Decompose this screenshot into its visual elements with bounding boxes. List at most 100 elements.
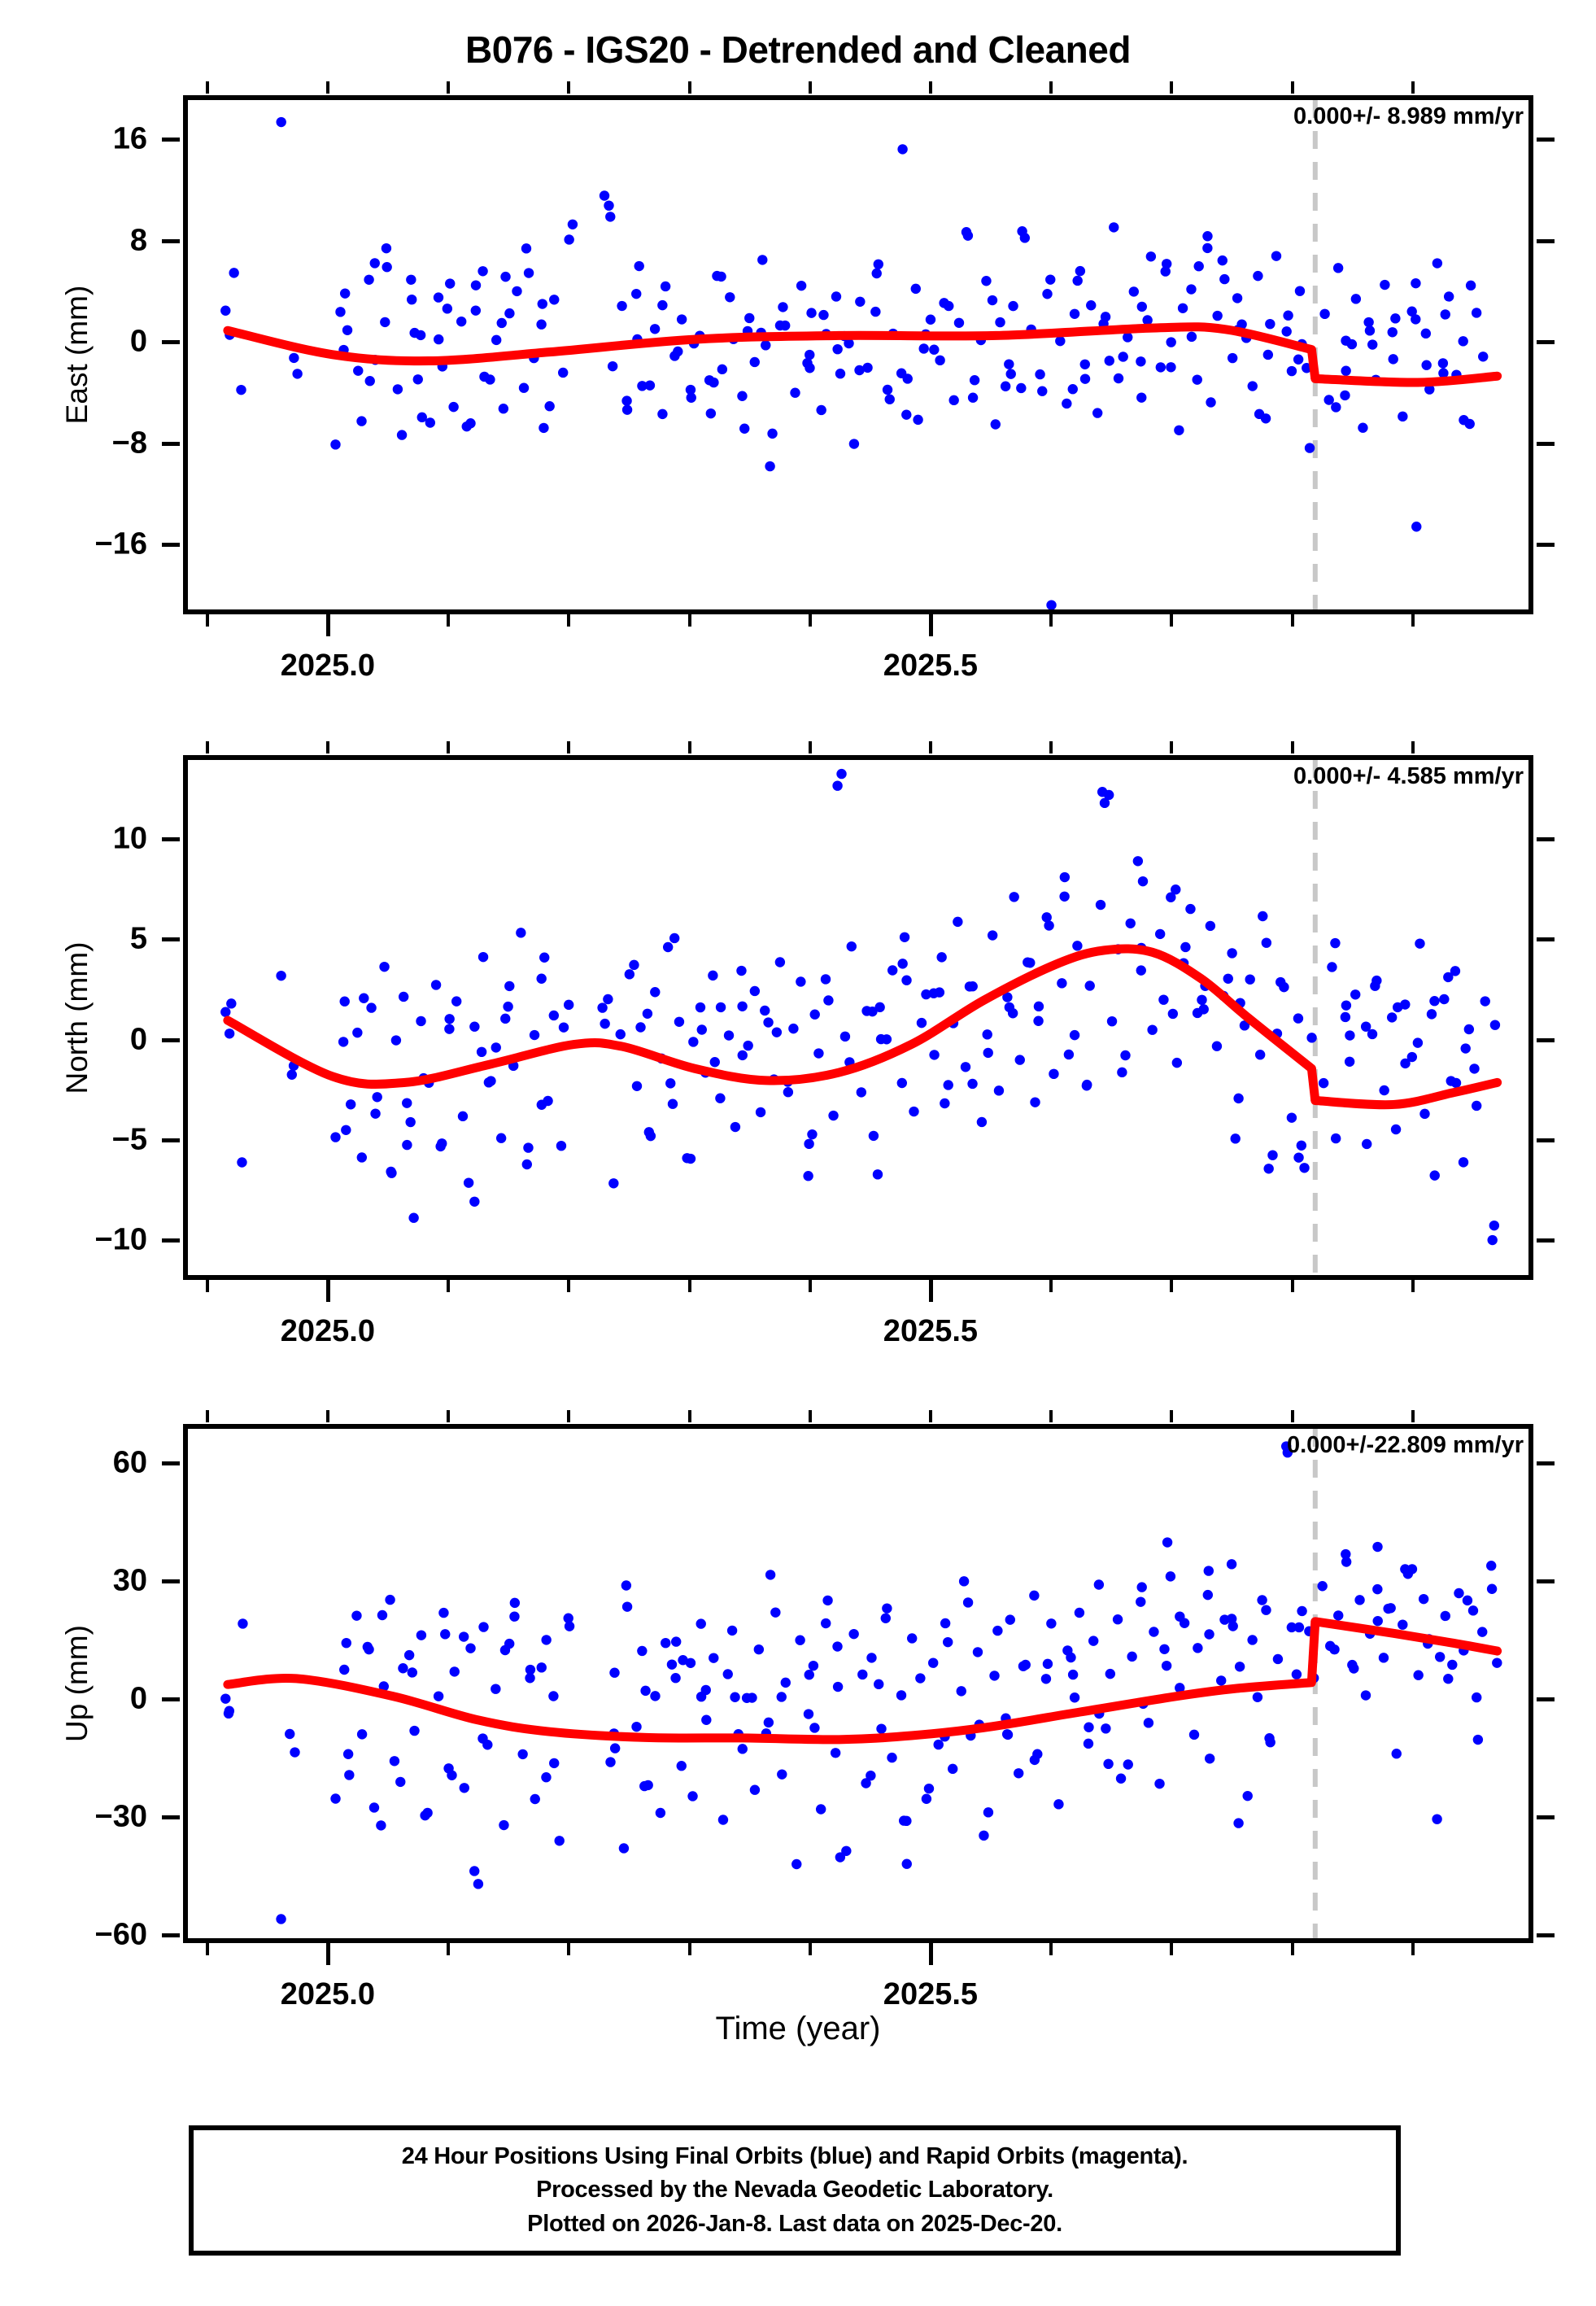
- data-point: [1329, 1644, 1340, 1655]
- data-point: [385, 1594, 395, 1605]
- data-point: [806, 308, 817, 318]
- data-point: [521, 1159, 532, 1170]
- x-tick-mark-top: [1049, 741, 1053, 753]
- data-point: [1042, 289, 1053, 299]
- y-tick-mark: [162, 1697, 180, 1702]
- data-point: [362, 1641, 373, 1653]
- data-point: [1429, 996, 1440, 1007]
- data-point: [835, 369, 846, 379]
- data-point: [760, 1005, 770, 1016]
- x-tick-label: 2025.5: [883, 1977, 979, 2011]
- data-point: [990, 419, 1001, 430]
- data-point: [1232, 293, 1243, 304]
- data-point: [1086, 300, 1097, 311]
- caption-line-2: Processed by the Nevada Geodetic Laborat…: [536, 2177, 1053, 2203]
- data-point: [1264, 1733, 1275, 1744]
- y-tick-label: −5: [111, 1122, 147, 1157]
- data-point: [983, 1807, 994, 1818]
- data-point: [368, 1802, 380, 1813]
- data-point: [430, 980, 442, 990]
- data-point: [1341, 335, 1351, 346]
- data-point: [335, 307, 346, 317]
- data-point: [398, 991, 409, 1002]
- data-point: [451, 996, 462, 1007]
- x-tick-mark-top: [567, 1410, 571, 1422]
- x-tick-mark-minor: [1049, 1280, 1053, 1292]
- caption-line-3: Plotted on 2026-Jan-8. Last data on 2025…: [527, 2210, 1062, 2237]
- data-point: [828, 1110, 839, 1121]
- data-point: [477, 1733, 488, 1744]
- y-tick-mark: [162, 1238, 180, 1243]
- data-point: [356, 416, 367, 426]
- data-point: [665, 1078, 676, 1089]
- x-tick-mark-top: [1411, 81, 1415, 94]
- data-point: [544, 401, 555, 412]
- data-point: [660, 281, 671, 292]
- y-tick-mark-right: [1537, 1933, 1555, 1938]
- data-point: [1341, 1000, 1352, 1011]
- data-point: [356, 1729, 368, 1740]
- data-point: [504, 980, 515, 992]
- data-point: [943, 1080, 953, 1090]
- data-point: [1223, 973, 1233, 984]
- data-point: [1372, 1541, 1383, 1553]
- data-point: [352, 1027, 363, 1038]
- data-point: [803, 1171, 813, 1181]
- data-point: [765, 461, 775, 472]
- x-tick-mark-minor: [567, 614, 571, 627]
- data-point: [1465, 280, 1476, 291]
- data-point: [405, 1116, 416, 1128]
- data-point: [873, 259, 883, 270]
- x-tick-mark-minor: [687, 1943, 691, 1955]
- data-point: [1227, 948, 1237, 959]
- data-point: [1472, 1692, 1482, 1703]
- data-point: [1340, 1011, 1351, 1023]
- data-point: [960, 1062, 971, 1072]
- y-tick-label: 8: [129, 223, 147, 258]
- data-point: [1282, 1447, 1293, 1458]
- data-point: [1206, 397, 1216, 408]
- data-point: [1212, 310, 1223, 321]
- data-point: [844, 338, 854, 349]
- data-point: [537, 299, 547, 309]
- data-point: [1390, 313, 1401, 324]
- data-point: [1147, 1024, 1158, 1035]
- x-tick-mark-minor: [1049, 614, 1053, 627]
- data-point: [1487, 1234, 1498, 1246]
- data-point: [1432, 258, 1443, 269]
- data-point: [403, 1649, 415, 1661]
- data-point: [1084, 980, 1095, 991]
- data-point: [916, 1017, 927, 1029]
- data-point: [539, 952, 550, 963]
- data-point: [791, 1858, 802, 1870]
- data-point: [1166, 362, 1176, 373]
- data-point: [1252, 1692, 1263, 1702]
- x-tick-mark-top: [325, 1410, 329, 1422]
- data-point: [808, 1660, 819, 1671]
- data-point: [666, 1659, 678, 1670]
- data-point: [795, 1635, 805, 1645]
- data-point: [1406, 1051, 1418, 1063]
- data-point: [1216, 1675, 1227, 1686]
- data-point: [928, 1657, 939, 1668]
- data-point: [1460, 1043, 1471, 1054]
- data-point: [473, 1879, 484, 1889]
- data-point: [339, 1664, 350, 1675]
- data-point: [521, 243, 532, 254]
- data-point: [897, 144, 908, 155]
- data-point: [737, 1050, 748, 1061]
- data-point: [1458, 1157, 1469, 1168]
- data-point: [448, 401, 459, 413]
- data-point: [1166, 337, 1176, 347]
- data-points-up: [220, 1441, 1502, 1924]
- data-point: [818, 309, 829, 321]
- data-point: [366, 1002, 377, 1013]
- data-point: [1413, 1670, 1424, 1680]
- data-point: [1400, 999, 1411, 1010]
- data-point: [1067, 1669, 1079, 1680]
- data-point: [1042, 1658, 1053, 1670]
- data-point: [717, 364, 728, 375]
- data-point: [1261, 1605, 1271, 1615]
- data-point: [1367, 339, 1378, 350]
- data-point: [887, 965, 898, 976]
